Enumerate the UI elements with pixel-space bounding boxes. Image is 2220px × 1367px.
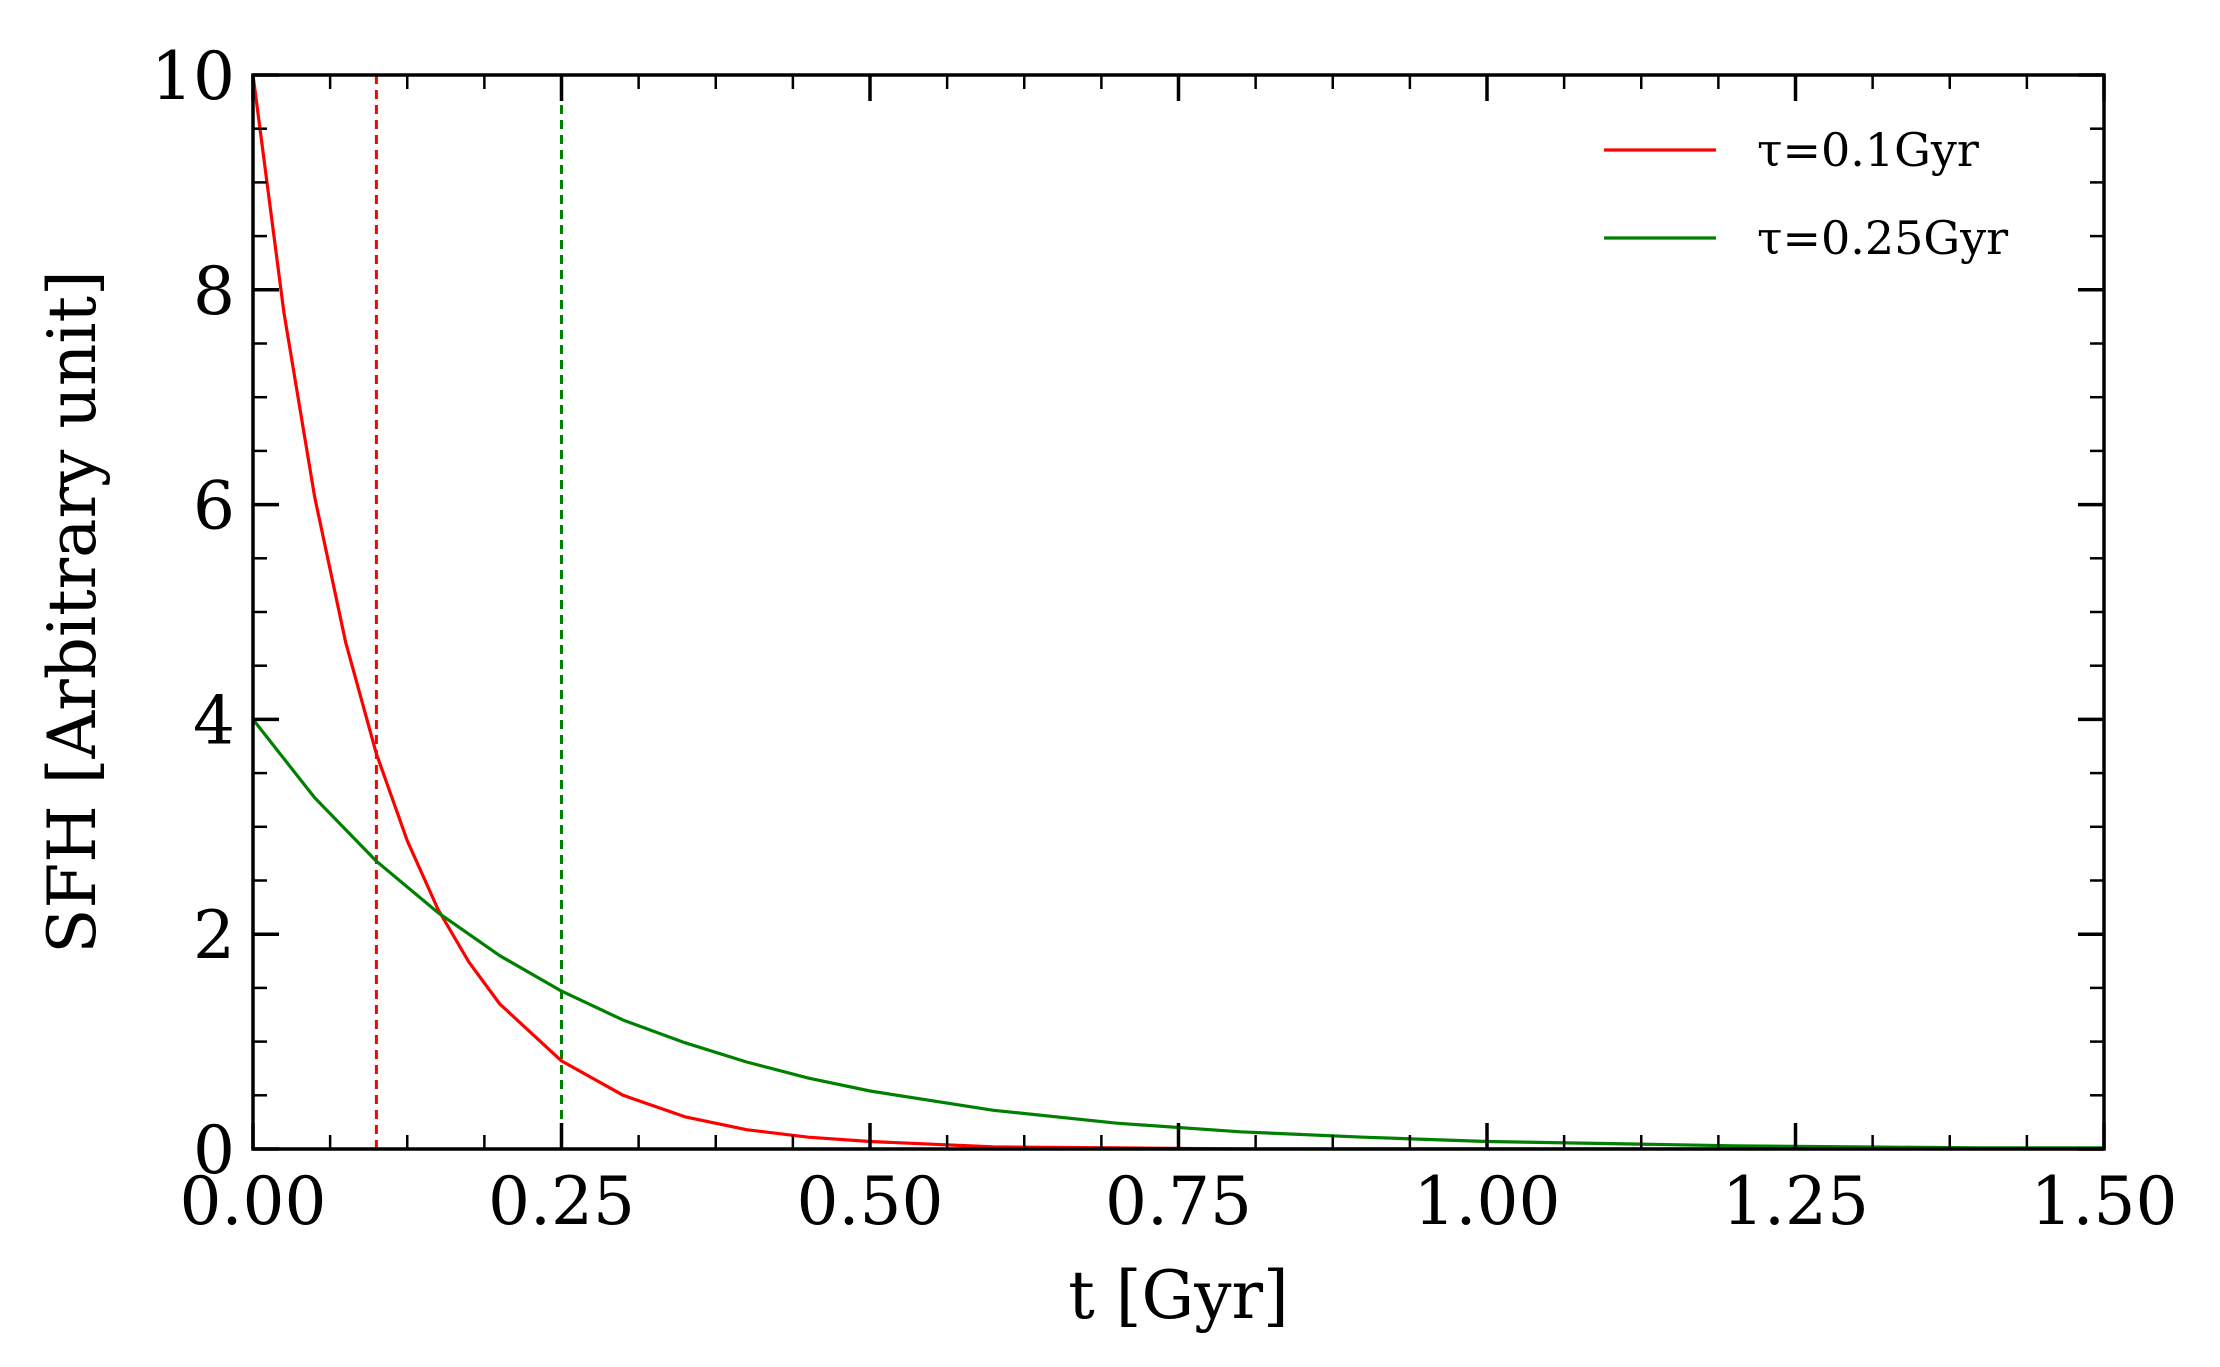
x-tick-label: 1.25 (1722, 1163, 1869, 1240)
plot-area (253, 75, 2104, 1149)
y-tick-label: 10 (151, 38, 235, 115)
x-tick-label: 0.75 (1105, 1163, 1252, 1240)
y-tick-label: 4 (193, 682, 235, 759)
x-tick-label: 0.00 (180, 1163, 327, 1240)
x-tick-label: 1.00 (1414, 1163, 1561, 1240)
series-line-1 (253, 718, 2104, 1149)
legend-label-0: τ=0.1Gyr (1757, 123, 1979, 177)
axis-ticks (251, 73, 2106, 1151)
legend-label-1: τ=0.25Gyr (1757, 211, 2008, 265)
y-tick-label: 0 (193, 1112, 235, 1189)
y-tick-label: 8 (193, 253, 235, 330)
x-tick-label: 0.25 (488, 1163, 635, 1240)
series-line-0 (253, 75, 2104, 1149)
x-tick-label: 0.50 (797, 1163, 944, 1240)
x-tick-label: 1.50 (2031, 1163, 2178, 1240)
tick-labels: 0.00 0.25 0.50 0.75 1.00 1.25 1.50 0 2 4 6 8 10 (151, 38, 2177, 1240)
y-tick-label: 2 (193, 897, 235, 974)
y-tick-label: 6 (193, 468, 235, 545)
legend: τ=0.1Gyr τ=0.25Gyr (1604, 123, 2008, 265)
y-axis-label: SFH [Arbitrary unit] (34, 270, 111, 954)
x-axis-label: t [Gyr] (1068, 1257, 1289, 1334)
